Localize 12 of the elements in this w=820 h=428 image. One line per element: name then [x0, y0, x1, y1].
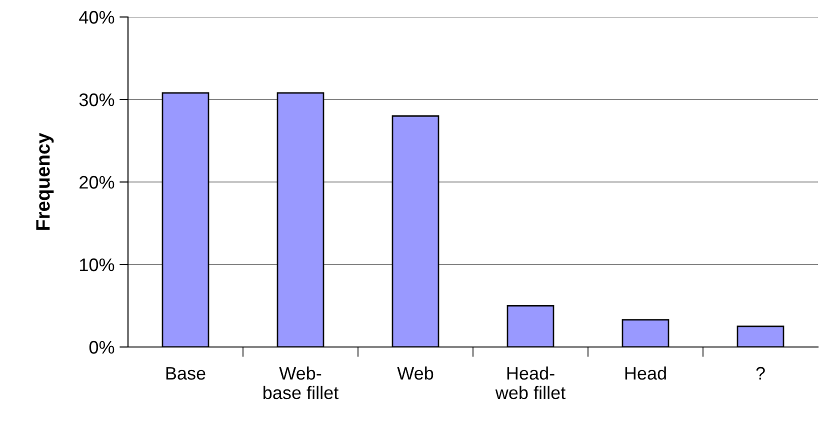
- y-tick-label: 0%: [89, 340, 114, 354]
- x-tick-label: Web: [397, 366, 434, 380]
- y-tick-label: 40%: [79, 10, 114, 24]
- y-tick-label: 30%: [79, 93, 114, 106]
- x-tick-label: Base: [166, 367, 206, 380]
- x-tick-label: Head: [625, 366, 666, 380]
- y-tick-label: 10%: [80, 258, 114, 272]
- y-axis-title: Frequency: [36, 132, 54, 230]
- x-tick-label: Web- base fillet: [264, 366, 339, 400]
- x-tick-label: ?: [756, 366, 765, 380]
- x-tick-label: Head- web fillet: [495, 366, 566, 400]
- y-tick-label: 20%: [80, 176, 114, 189]
